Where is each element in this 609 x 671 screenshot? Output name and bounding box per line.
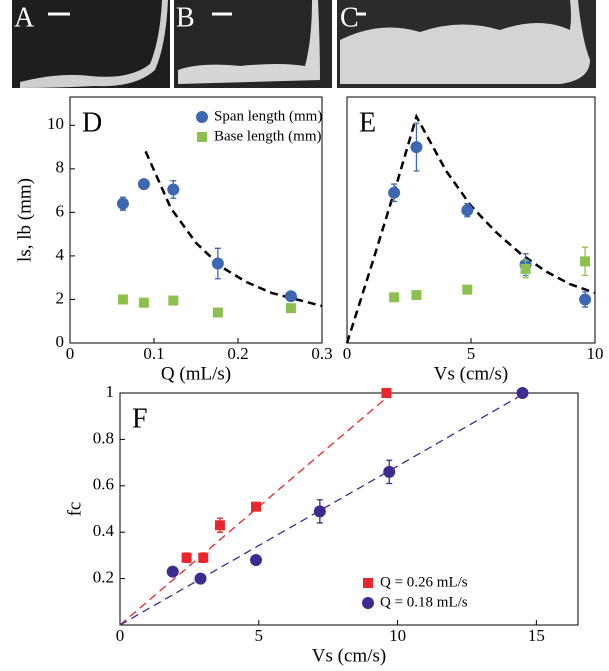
point bbox=[168, 295, 179, 306]
y-tick-label: 2 bbox=[56, 288, 65, 307]
x-tick-label: 5 bbox=[255, 626, 264, 645]
point bbox=[137, 178, 150, 191]
plot-frame bbox=[119, 392, 579, 626]
legend-label: Base length (mm) bbox=[214, 128, 321, 144]
x-tick-label: 5 bbox=[467, 344, 476, 363]
x-axis-label: Q (mL/s) bbox=[161, 363, 231, 384]
point bbox=[198, 552, 209, 563]
legend-label: Q = 0.26 mL/s bbox=[380, 574, 468, 590]
point bbox=[250, 554, 263, 567]
y-tick-label: 8 bbox=[56, 158, 65, 177]
fit-line bbox=[144, 150, 323, 308]
x-tick-label: 0.3 bbox=[311, 344, 332, 363]
x-tick-label: 0 bbox=[66, 344, 75, 363]
photo-b-jet bbox=[178, 0, 320, 84]
point bbox=[285, 303, 296, 314]
point bbox=[214, 520, 225, 531]
x-tick-label: 15 bbox=[528, 626, 545, 645]
panel-label: D bbox=[82, 107, 102, 138]
point bbox=[383, 465, 396, 478]
point bbox=[116, 197, 129, 210]
x-axis-label: Vs (cm/s) bbox=[312, 645, 386, 666]
point bbox=[411, 290, 422, 301]
point bbox=[579, 293, 592, 306]
x-tick-label: 0 bbox=[116, 626, 125, 645]
point bbox=[516, 387, 529, 399]
y-tick-label: 4 bbox=[56, 245, 65, 264]
legend-marker bbox=[362, 597, 374, 609]
legend-marker bbox=[363, 578, 373, 588]
y-tick-label: 10 bbox=[47, 114, 64, 133]
x-tick-label: 10 bbox=[389, 626, 406, 645]
x-tick-label: 0.2 bbox=[227, 344, 248, 363]
point bbox=[211, 257, 224, 270]
point bbox=[389, 292, 400, 303]
point bbox=[381, 388, 392, 398]
point bbox=[167, 183, 180, 196]
point bbox=[117, 294, 128, 305]
photo-label: B bbox=[176, 2, 195, 33]
point bbox=[284, 290, 297, 303]
y-axis-label: ls, lb (mm) bbox=[14, 178, 35, 262]
panel-label: E bbox=[359, 107, 376, 138]
point bbox=[580, 256, 591, 267]
y-tick-label: 1 bbox=[106, 382, 115, 401]
x-tick-label: 10 bbox=[587, 344, 604, 363]
point bbox=[313, 505, 326, 518]
x-axis-label: Vs (cm/s) bbox=[434, 363, 508, 384]
point bbox=[251, 501, 262, 512]
photo-a-jet bbox=[20, 0, 168, 88]
fit-line bbox=[119, 392, 393, 626]
legend-marker bbox=[196, 111, 208, 123]
plot-frame bbox=[346, 96, 596, 344]
x-tick-label: 0 bbox=[343, 344, 352, 363]
y-tick-label: 0.4 bbox=[93, 521, 115, 540]
point bbox=[410, 141, 423, 154]
point bbox=[212, 307, 223, 318]
point bbox=[388, 186, 401, 199]
plot-frame bbox=[69, 96, 323, 344]
fit-line bbox=[345, 113, 596, 344]
point bbox=[138, 297, 149, 308]
point bbox=[520, 263, 531, 274]
point bbox=[462, 284, 473, 295]
y-axis-label: fc bbox=[64, 502, 85, 517]
point bbox=[166, 565, 179, 578]
y-tick-label: 0 bbox=[56, 332, 65, 351]
point bbox=[461, 204, 474, 217]
point bbox=[194, 572, 207, 585]
legend-label: Span length (mm) bbox=[214, 108, 322, 124]
photo-label: C bbox=[340, 2, 359, 33]
panel-label: F bbox=[132, 403, 148, 434]
y-tick-label: 0.8 bbox=[93, 428, 114, 447]
x-tick-label: 0.1 bbox=[143, 344, 164, 363]
photo-c-coil bbox=[340, 0, 590, 84]
y-tick-label: 6 bbox=[56, 201, 65, 220]
legend-label: Q = 0.18 mL/s bbox=[380, 594, 468, 610]
y-tick-label: 0.2 bbox=[93, 568, 114, 587]
legend-marker bbox=[197, 132, 207, 142]
y-tick-label: 0.6 bbox=[93, 475, 114, 494]
photo-label: A bbox=[14, 2, 35, 33]
point bbox=[181, 552, 192, 563]
